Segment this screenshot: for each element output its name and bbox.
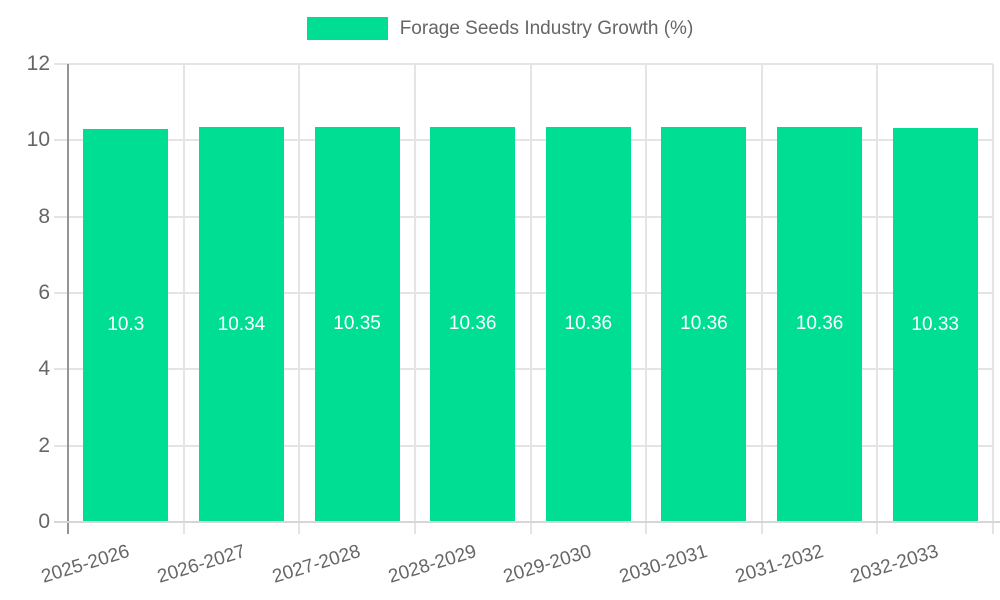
- h-gridline: [54, 368, 993, 371]
- x-tick-label: 2025-2026: [38, 541, 132, 588]
- bar[interactable]: 10.36: [777, 126, 863, 522]
- bar-value-label: 10.3: [107, 314, 145, 336]
- bar-value-label: 10.35: [333, 313, 381, 335]
- y-tick-label: 6: [38, 281, 50, 304]
- legend-swatch: [306, 17, 388, 40]
- y-tick-label: 8: [38, 204, 50, 228]
- y-tick-label: 2: [38, 433, 50, 457]
- bar[interactable]: 10.33: [892, 127, 978, 522]
- bar-value-label: 10.36: [448, 313, 497, 335]
- y-tick-label: 4: [38, 357, 50, 381]
- v-gridline: [298, 64, 301, 534]
- y-axis-line: [67, 64, 69, 534]
- x-tick-label: 2027-2028: [270, 541, 364, 588]
- v-gridline: [645, 64, 648, 534]
- x-tick-label: 2026-2027: [154, 541, 248, 588]
- y-tick-label: 12: [26, 52, 50, 75]
- h-gridline: [54, 63, 993, 65]
- h-gridline: [54, 444, 993, 447]
- bar[interactable]: 10.36: [545, 126, 631, 522]
- x-axis-line: [54, 521, 1000, 523]
- legend[interactable]: Forage Seeds Industry Growth (%): [0, 17, 1000, 40]
- bar-value-label: 10.36: [564, 313, 613, 335]
- bar[interactable]: 10.3: [83, 128, 169, 522]
- v-gridline: [413, 64, 416, 534]
- bar-value-label: 10.34: [217, 313, 266, 335]
- y-tick-label: 0: [38, 510, 50, 533]
- h-gridline: [54, 139, 993, 142]
- v-gridline: [760, 64, 763, 534]
- h-gridline: [54, 215, 993, 218]
- h-gridline: [54, 292, 993, 294]
- x-tick-label: 2031-2032: [732, 541, 826, 588]
- bar[interactable]: 10.36: [430, 126, 516, 522]
- x-tick-label: 2030-2031: [617, 541, 711, 588]
- x-tick-label: 2028-2029: [385, 541, 479, 588]
- bar[interactable]: 10.35: [314, 126, 400, 522]
- v-gridline: [992, 64, 994, 534]
- x-tick-label: 2032-2033: [848, 541, 942, 588]
- bar-value-label: 10.33: [911, 313, 959, 335]
- v-gridline: [529, 64, 532, 534]
- v-gridline: [182, 64, 185, 534]
- y-tick-label: 10: [26, 128, 50, 152]
- bar[interactable]: 10.34: [198, 127, 284, 522]
- x-tick-label: 2029-2030: [501, 541, 595, 588]
- bar-value-label: 10.36: [680, 313, 728, 335]
- bar[interactable]: 10.36: [661, 126, 747, 522]
- bar-value-label: 10.36: [795, 313, 844, 335]
- v-gridline: [876, 64, 879, 534]
- legend-label: Forage Seeds Industry Growth (%): [399, 17, 694, 39]
